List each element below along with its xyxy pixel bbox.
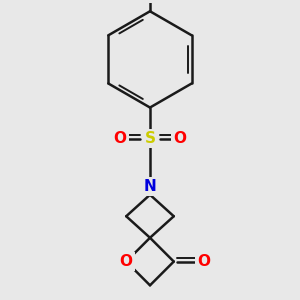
Text: O: O [197, 254, 210, 269]
Text: S: S [145, 131, 155, 146]
Text: O: O [113, 131, 127, 146]
Text: O: O [173, 131, 187, 146]
Text: O: O [120, 254, 133, 269]
Text: N: N [144, 179, 156, 194]
